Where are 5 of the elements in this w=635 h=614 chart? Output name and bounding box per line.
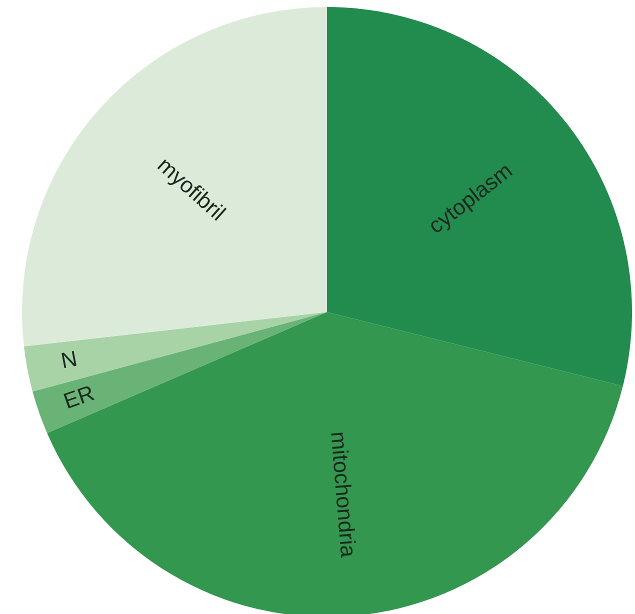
slice-label: ER (60, 380, 98, 414)
pie-slice (32, 312, 327, 434)
slice-label: mitochondria (326, 430, 362, 559)
pie-slice (22, 7, 327, 346)
slice-label: N (58, 346, 80, 374)
